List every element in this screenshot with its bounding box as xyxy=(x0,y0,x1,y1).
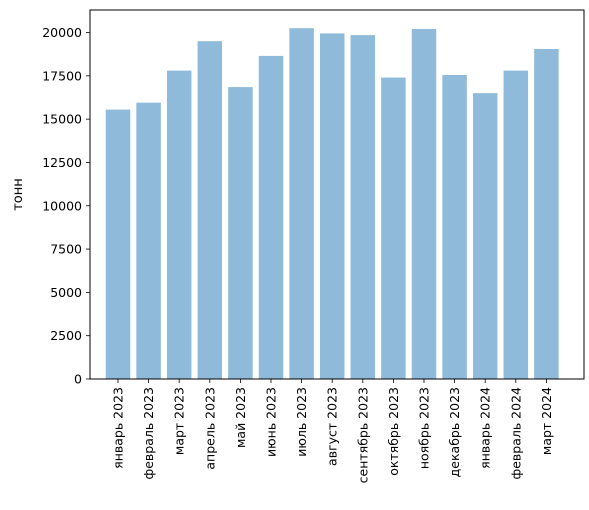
bar xyxy=(442,74,467,380)
x-tick-label: январь 2023 xyxy=(111,387,126,469)
x-tick-label: ноябрь 2023 xyxy=(417,387,432,469)
y-axis-ticks: 0 2500 5000 7500 10000 12500 15000 17500 20000 xyxy=(42,25,90,387)
bar xyxy=(289,28,314,379)
x-tick-label: сентябрь 2023 xyxy=(355,387,370,483)
bar xyxy=(319,33,345,379)
bar xyxy=(228,87,253,379)
x-tick-label: май 2023 xyxy=(233,387,248,448)
y-tick-label: 12500 xyxy=(42,155,82,170)
bar xyxy=(381,77,406,379)
y-tick-label: 17500 xyxy=(42,68,82,83)
x-tick-label: февраль 2024 xyxy=(508,387,523,480)
x-tick-label: март 2024 xyxy=(539,387,554,455)
bar xyxy=(166,70,192,379)
y-axis-label: тонн xyxy=(11,178,26,211)
y-tick-label: 0 xyxy=(74,372,82,387)
bar xyxy=(350,35,376,380)
x-tick-label: декабрь 2023 xyxy=(447,387,462,477)
bar xyxy=(503,70,529,379)
x-tick-label: июль 2023 xyxy=(294,387,309,457)
bar xyxy=(258,55,284,379)
bar xyxy=(472,93,498,380)
x-axis-ticks: январь 2023 февраль 2023 март 2023 апрель 2… xyxy=(111,379,554,483)
bar xyxy=(197,41,223,380)
x-tick-label: февраль 2023 xyxy=(141,387,156,479)
x-tick-label: апрель 2023 xyxy=(202,387,217,470)
y-tick-label: 15000 xyxy=(42,112,82,127)
y-tick-label: 5000 xyxy=(50,285,82,300)
bar xyxy=(411,29,437,380)
y-tick-label: 10000 xyxy=(42,198,82,213)
y-tick-label: 7500 xyxy=(50,242,82,257)
bar xyxy=(105,109,131,380)
x-tick-label: март 2023 xyxy=(172,387,187,455)
bars-layer xyxy=(105,28,559,380)
x-tick-label: октябрь 2023 xyxy=(386,387,401,476)
y-tick-label: 20000 xyxy=(42,25,82,40)
bar xyxy=(136,102,161,380)
x-tick-label: июнь 2023 xyxy=(264,387,279,457)
x-tick-label: январь 2024 xyxy=(478,387,493,469)
x-tick-label: август 2023 xyxy=(325,387,340,466)
y-tick-label: 2500 xyxy=(50,328,82,343)
bar xyxy=(534,48,559,379)
axes-frame xyxy=(89,9,585,380)
